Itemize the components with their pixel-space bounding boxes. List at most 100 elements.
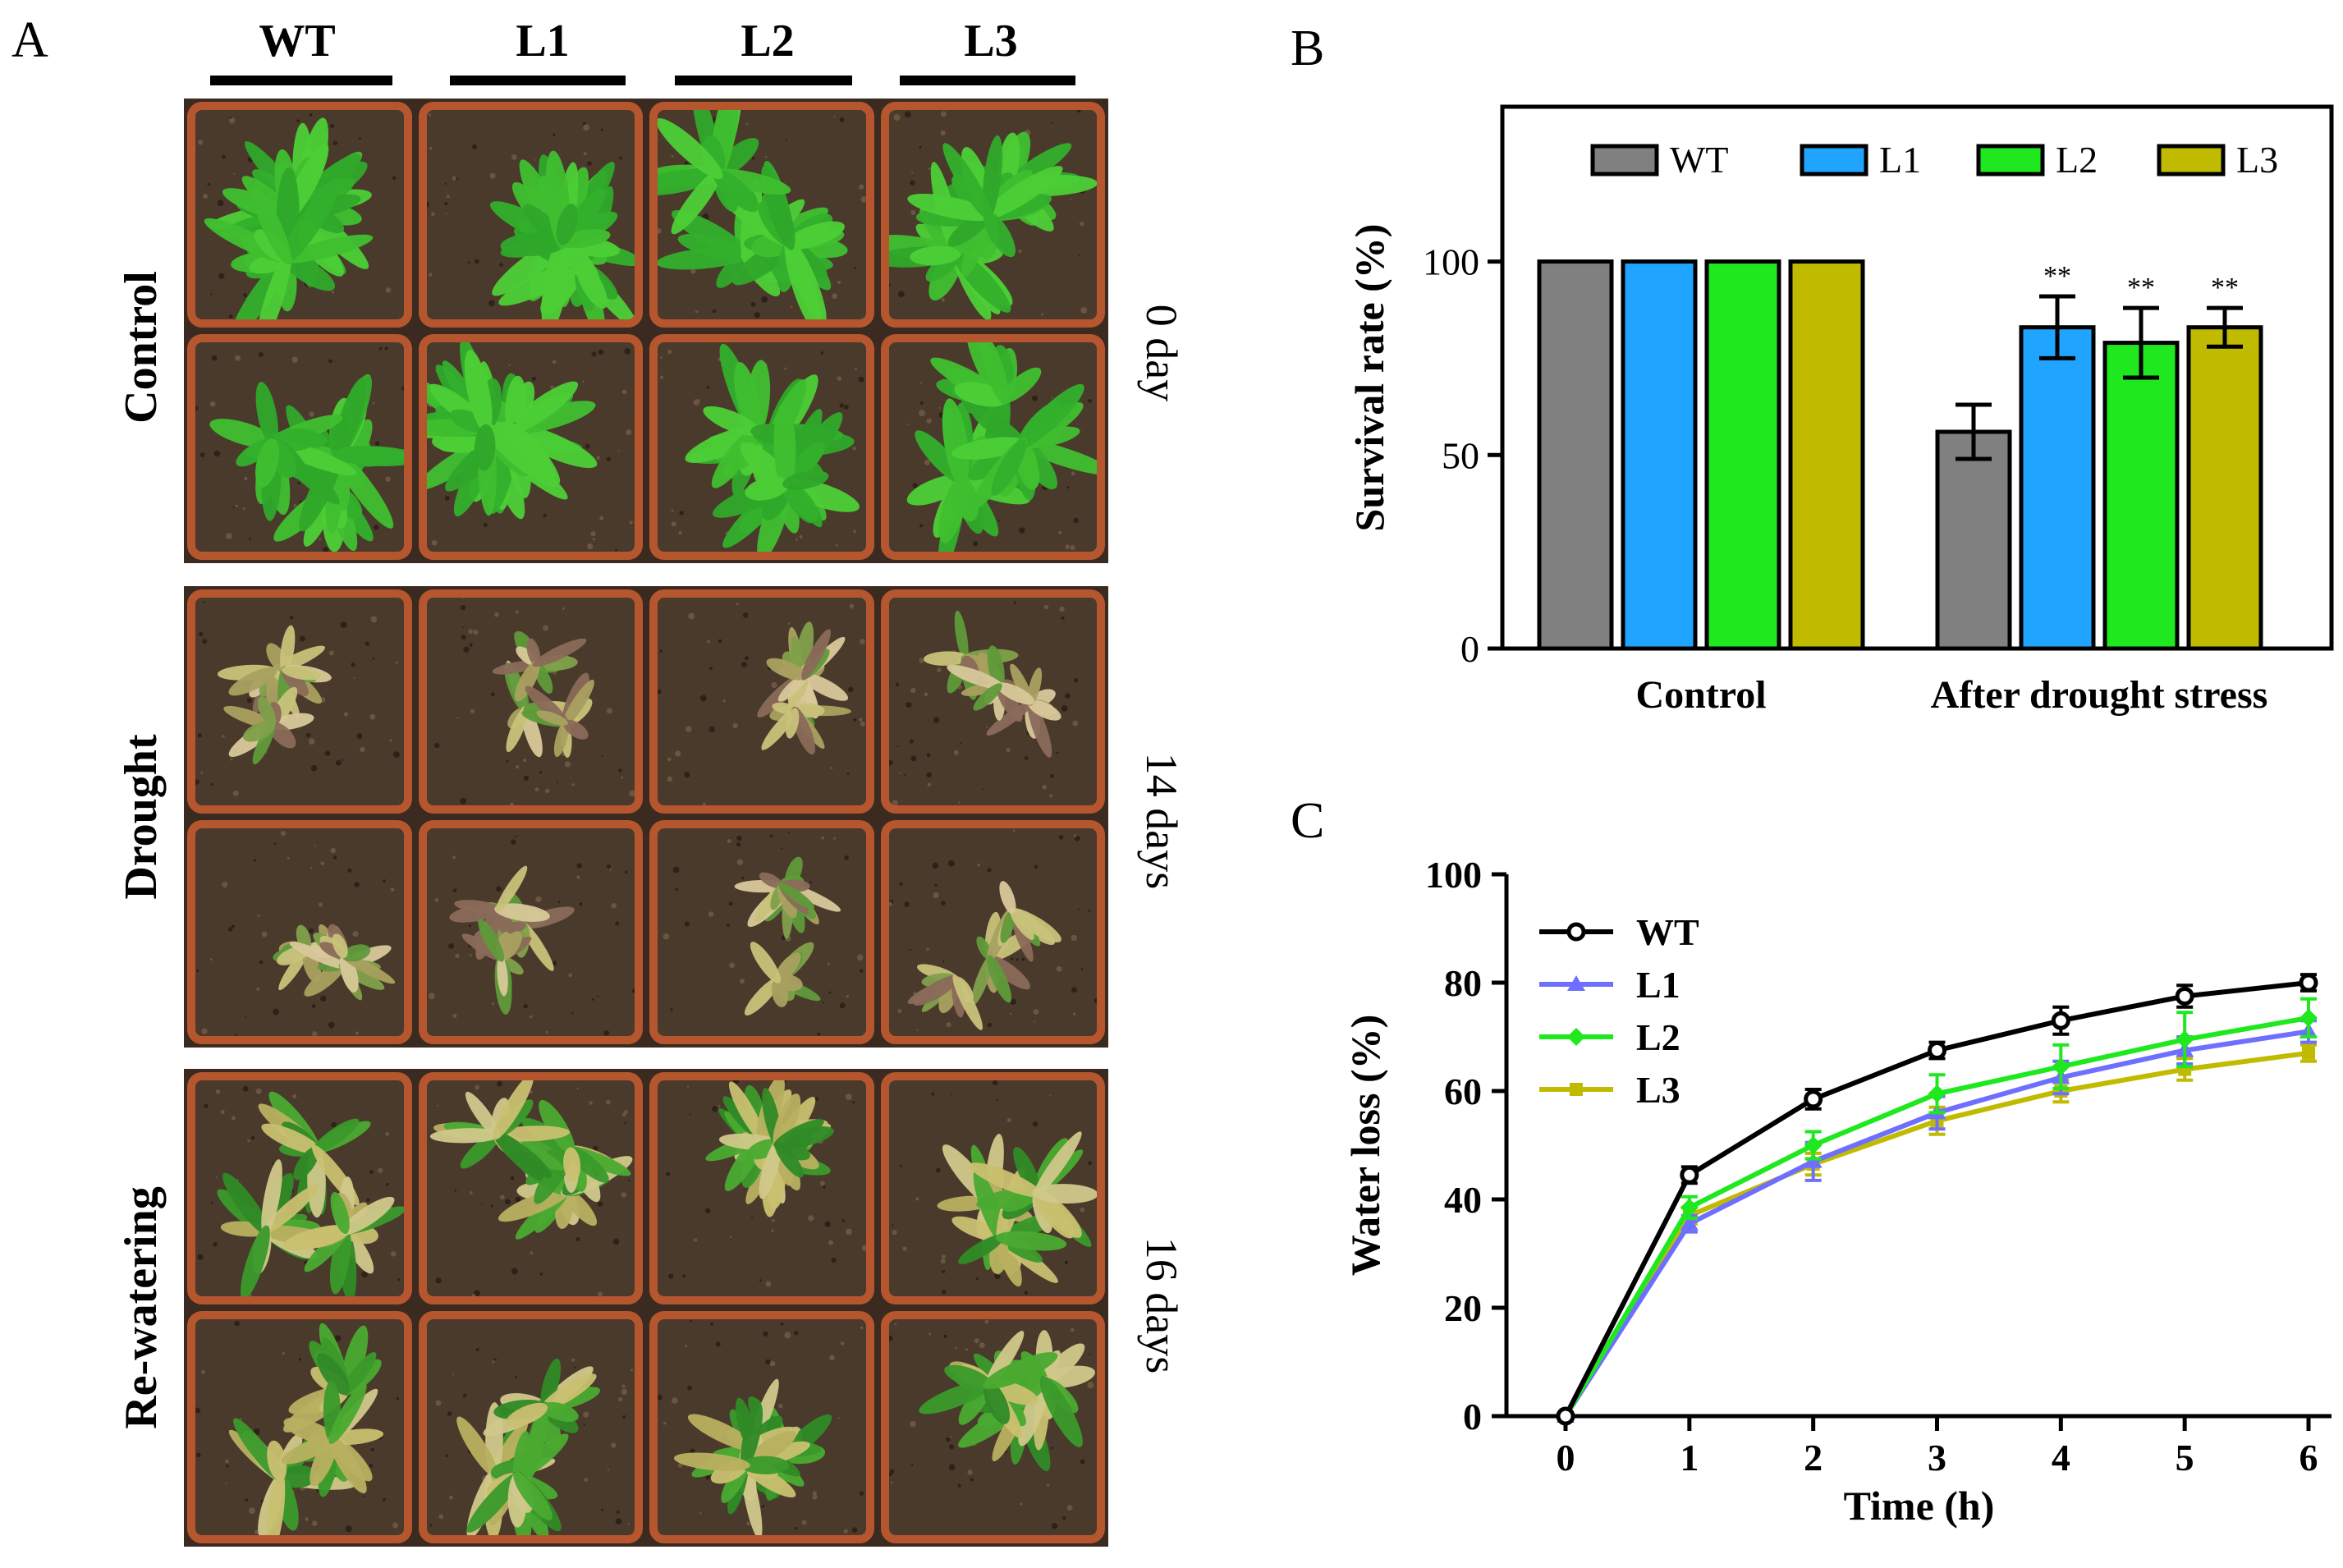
soil-speck: [1017, 249, 1021, 254]
soil-speck: [617, 1397, 622, 1402]
soil-speck: [261, 931, 268, 938]
soil-speck: [200, 772, 204, 775]
photo-control: [184, 99, 1108, 563]
leaf: [800, 672, 849, 701]
soil-speck: [235, 355, 241, 361]
legend-swatch-l3: [2157, 144, 2226, 177]
soil-speck: [378, 1167, 383, 1174]
soil-speck: [468, 924, 471, 928]
soil-speck: [630, 1369, 633, 1372]
soil-speck: [222, 735, 225, 738]
soil-speck: [620, 1192, 626, 1198]
soil-speck: [941, 1269, 945, 1273]
soil-speck: [209, 401, 216, 407]
soil-speck: [744, 656, 749, 661]
soil-speck: [474, 1084, 479, 1090]
soil-speck: [910, 209, 915, 215]
leaf: [331, 446, 404, 466]
soil-speck: [1016, 958, 1019, 961]
soil-speck: [854, 267, 857, 270]
soil-speck: [1066, 1505, 1072, 1511]
soil-speck: [778, 1404, 783, 1409]
soil-speck: [401, 386, 404, 391]
soil-speck: [1087, 1161, 1092, 1166]
soil-speck: [1006, 1118, 1011, 1123]
leaf: [283, 1225, 351, 1251]
photo-rewatering: [184, 1069, 1108, 1547]
soil-speck: [1056, 965, 1062, 972]
leaf: [562, 679, 594, 727]
soil-speck: [331, 1121, 337, 1128]
soil-speck: [311, 1004, 316, 1008]
x-tick-label: 5: [2176, 1437, 2194, 1479]
soil-speck: [820, 351, 824, 355]
soil-speck: [596, 995, 599, 998]
soil-speck: [847, 686, 854, 693]
soil-speck: [975, 1277, 979, 1281]
soil-speck: [1071, 720, 1078, 727]
leaf: [539, 1358, 561, 1411]
series-wt: [1556, 973, 2318, 1426]
soil-speck: [694, 1238, 698, 1242]
soil-speck: [852, 1101, 855, 1104]
soil-speck: [454, 953, 460, 958]
soil-speck: [320, 995, 327, 1002]
legend-swatch-wt: [1590, 144, 1659, 177]
data-point-l2: [2052, 1057, 2070, 1076]
soil-speck: [575, 1237, 580, 1242]
soil-speck: [244, 476, 248, 481]
soil-speck: [480, 1204, 483, 1206]
leaf: [782, 479, 819, 522]
soil-speck: [310, 764, 318, 772]
leaf: [1016, 383, 1084, 449]
soil-speck: [1073, 834, 1076, 837]
soil-speck: [607, 1468, 609, 1471]
soil-speck: [553, 672, 556, 675]
soil-speck: [453, 1189, 456, 1192]
leaf: [980, 342, 1008, 405]
soil-speck: [852, 446, 856, 451]
soil-speck: [663, 1421, 667, 1425]
soil-speck: [431, 539, 438, 546]
leaf: [281, 178, 341, 266]
leaf: [492, 1130, 552, 1179]
soil-speck: [351, 663, 355, 667]
y-axis-label: Water loss (%): [1342, 1015, 1388, 1276]
soil-speck: [581, 380, 584, 383]
soil-speck: [625, 429, 631, 436]
soil-speck: [896, 745, 899, 748]
soil-speck: [940, 1259, 946, 1264]
soil-speck: [309, 113, 313, 117]
soil-speck: [557, 901, 561, 904]
soil-speck: [232, 506, 235, 508]
soil-speck: [378, 346, 383, 351]
soil-speck: [684, 921, 690, 927]
x-tick-label: 2: [1804, 1437, 1823, 1479]
soil-speck: [1061, 1516, 1066, 1520]
soil-speck: [575, 863, 582, 869]
soil-speck: [1046, 1483, 1049, 1488]
soil-speck: [784, 1332, 791, 1339]
soil-speck: [462, 646, 470, 653]
soil-speck: [1064, 544, 1070, 550]
legend-swatch-l1: [1800, 144, 1868, 177]
col-label-l1: L1: [516, 16, 570, 66]
col-label-wt: WT: [259, 16, 336, 66]
soil-speck: [448, 1495, 453, 1500]
soil-speck: [225, 1459, 229, 1464]
soil-speck: [928, 167, 931, 170]
soil-speck: [823, 1185, 826, 1189]
soil-speck: [1075, 110, 1081, 112]
soil-speck: [954, 1346, 957, 1350]
soil-speck: [690, 1319, 692, 1323]
soil-speck: [468, 643, 473, 647]
leaf: [951, 1216, 1005, 1242]
soil-speck: [195, 779, 199, 785]
soil-speck: [384, 346, 388, 351]
soil-speck: [780, 847, 782, 850]
soil-speck: [833, 115, 836, 118]
soil-speck: [621, 776, 623, 779]
soil-speck: [626, 1522, 630, 1525]
soil-speck: [832, 293, 837, 300]
photo-drought: [184, 586, 1108, 1048]
